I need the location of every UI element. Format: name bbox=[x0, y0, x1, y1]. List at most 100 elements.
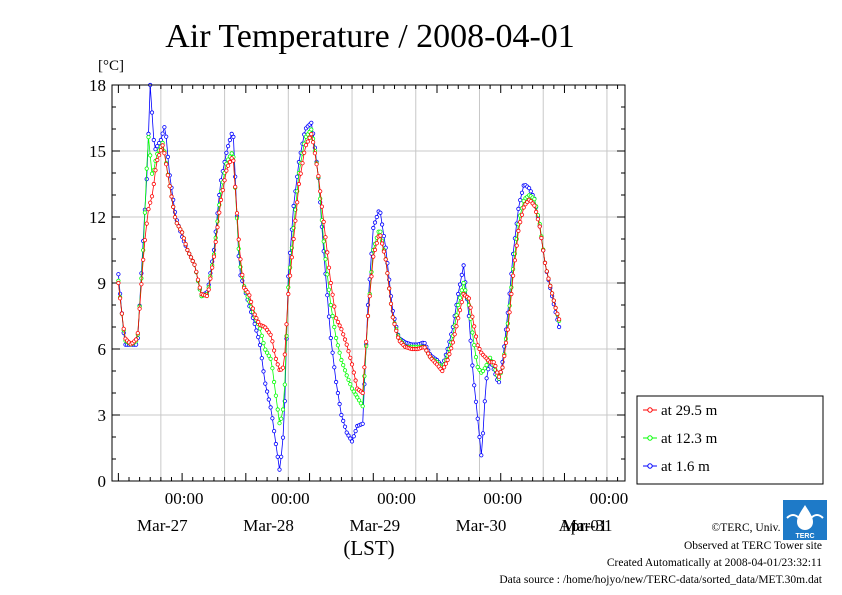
series-at-29-5-m bbox=[116, 132, 562, 396]
data-point bbox=[509, 291, 514, 297]
data-point bbox=[321, 239, 326, 244]
data-point bbox=[149, 110, 155, 115]
data-point bbox=[521, 205, 526, 210]
data-point bbox=[227, 137, 232, 143]
data-point bbox=[211, 254, 217, 259]
data-point bbox=[256, 319, 261, 324]
data-point bbox=[372, 220, 378, 225]
data-point bbox=[351, 434, 356, 439]
x-day-label: Mar-31 bbox=[562, 516, 613, 535]
data-point bbox=[291, 203, 296, 209]
data-point bbox=[134, 337, 139, 342]
data-point bbox=[395, 335, 401, 340]
data-point bbox=[314, 162, 319, 167]
data-point bbox=[279, 416, 284, 421]
data-point bbox=[142, 238, 147, 243]
data-point bbox=[149, 194, 155, 199]
data-point bbox=[374, 214, 379, 220]
data-point bbox=[466, 296, 471, 301]
data-point bbox=[252, 321, 257, 326]
data-point bbox=[187, 251, 192, 256]
data-point bbox=[468, 338, 473, 343]
data-point bbox=[229, 131, 234, 136]
data-point bbox=[537, 224, 542, 229]
created-text: Created Automatically at 2008-04-01/23:3… bbox=[607, 557, 822, 569]
data-point bbox=[169, 194, 174, 199]
data-point bbox=[335, 343, 340, 348]
data-point bbox=[371, 254, 376, 259]
data-point bbox=[457, 307, 463, 313]
data-point bbox=[374, 241, 379, 246]
data-point bbox=[275, 362, 280, 367]
data-point bbox=[310, 140, 316, 145]
data-point bbox=[305, 139, 310, 144]
data-point bbox=[470, 314, 475, 319]
data-point bbox=[282, 382, 287, 387]
data-point bbox=[264, 389, 270, 394]
data-point bbox=[137, 306, 142, 311]
data-point bbox=[158, 148, 163, 153]
legend-swatch-marker bbox=[647, 407, 653, 413]
data-point bbox=[302, 150, 307, 155]
data-point bbox=[463, 288, 468, 293]
data-point bbox=[160, 143, 165, 148]
data-point bbox=[286, 285, 291, 290]
data-point bbox=[379, 241, 385, 246]
data-point bbox=[180, 230, 185, 235]
data-point bbox=[335, 319, 340, 324]
data-point bbox=[484, 362, 489, 368]
y-tick-label: 6 bbox=[98, 340, 107, 359]
data-point bbox=[472, 342, 477, 348]
y-tick-label: 12 bbox=[89, 208, 106, 227]
data-point bbox=[279, 454, 284, 459]
data-point bbox=[261, 369, 266, 374]
data-point bbox=[532, 197, 537, 202]
data-point bbox=[378, 229, 383, 234]
data-point bbox=[426, 351, 431, 356]
data-point bbox=[261, 340, 266, 346]
observed-text: Observed at TERC Tower site bbox=[684, 540, 822, 552]
data-point bbox=[280, 435, 286, 440]
data-point bbox=[549, 291, 555, 296]
data-point bbox=[227, 159, 232, 165]
data-point bbox=[556, 324, 562, 330]
data-point bbox=[192, 262, 197, 267]
data-point bbox=[341, 362, 346, 368]
legend-label: at 12.3 m bbox=[661, 431, 718, 447]
data-point bbox=[287, 273, 293, 278]
data-point bbox=[323, 257, 328, 262]
data-point bbox=[526, 186, 532, 191]
data-point bbox=[337, 323, 342, 328]
data-point bbox=[270, 416, 275, 421]
data-point bbox=[263, 347, 268, 352]
data-point bbox=[477, 346, 482, 352]
data-point bbox=[309, 120, 314, 125]
data-point bbox=[348, 355, 353, 360]
data-point bbox=[533, 209, 539, 214]
data-point bbox=[346, 349, 351, 354]
data-point bbox=[351, 389, 356, 394]
data-point bbox=[215, 225, 220, 230]
data-point bbox=[346, 433, 351, 438]
data-point bbox=[277, 421, 282, 426]
data-point bbox=[491, 360, 496, 365]
data-point bbox=[233, 174, 238, 179]
data-point bbox=[172, 215, 178, 220]
data-point bbox=[470, 330, 475, 335]
data-point bbox=[264, 350, 270, 355]
data-point bbox=[335, 390, 340, 396]
data-point bbox=[441, 365, 447, 370]
data-point bbox=[454, 324, 459, 329]
data-point bbox=[257, 342, 263, 348]
data-point bbox=[532, 203, 537, 208]
legend-label: at 29.5 m bbox=[661, 403, 718, 419]
data-point bbox=[514, 243, 519, 248]
data-point bbox=[472, 383, 477, 388]
data-point bbox=[339, 357, 344, 363]
data-point bbox=[231, 158, 236, 163]
data-point bbox=[339, 327, 344, 332]
data-point bbox=[164, 134, 169, 139]
data-point bbox=[224, 150, 229, 155]
data-point bbox=[365, 313, 371, 319]
data-point bbox=[181, 236, 186, 241]
